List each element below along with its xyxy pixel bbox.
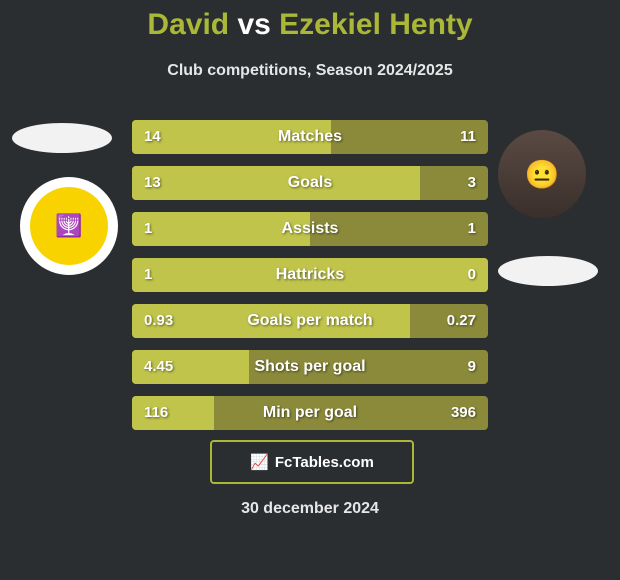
stat-row: 1Assists1 xyxy=(132,212,488,246)
stats-container: 14Matches1113Goals31Assists11Hattricks00… xyxy=(132,120,488,442)
stat-value-right: 11 xyxy=(460,120,476,154)
stat-label: Assists xyxy=(132,212,488,246)
stat-row: 0.93Goals per match0.27 xyxy=(132,304,488,338)
stat-value-right: 396 xyxy=(451,396,476,430)
stat-value-right: 0 xyxy=(468,258,476,292)
stat-label: Matches xyxy=(132,120,488,154)
brand-box[interactable]: 📈 FcTables.com xyxy=(210,440,414,484)
snapshot-date: 30 december 2024 xyxy=(0,500,620,518)
stat-value-right: 9 xyxy=(468,350,476,384)
stat-row: 13Goals3 xyxy=(132,166,488,200)
comparison-title: David vs Ezekiel Henty xyxy=(0,8,620,42)
player-right-placeholder-oval xyxy=(498,256,598,286)
club-crest-icon: 🕎 xyxy=(30,187,108,265)
player-left-placeholder-oval xyxy=(12,123,112,153)
stat-row: 116Min per goal396 xyxy=(132,396,488,430)
stat-label: Hattricks xyxy=(132,258,488,292)
stat-row: 1Hattricks0 xyxy=(132,258,488,292)
vs-text: vs xyxy=(237,8,270,41)
player-left-name: David xyxy=(147,8,229,41)
stat-row: 14Matches11 xyxy=(132,120,488,154)
stat-label: Goals xyxy=(132,166,488,200)
brand-text: FcTables.com xyxy=(275,454,374,471)
stat-label: Min per goal xyxy=(132,396,488,430)
stat-value-right: 0.27 xyxy=(447,304,476,338)
stat-value-right: 3 xyxy=(468,166,476,200)
player-right-name: Ezekiel Henty xyxy=(279,8,472,41)
subtitle: Club competitions, Season 2024/2025 xyxy=(0,62,620,80)
stat-label: Goals per match xyxy=(132,304,488,338)
brand-icon: 📈 xyxy=(250,453,269,471)
avatar-face-icon: 😐 xyxy=(525,158,560,191)
player-right-avatar: 😐 xyxy=(498,130,586,218)
stat-row: 4.45Shots per goal9 xyxy=(132,350,488,384)
stat-value-right: 1 xyxy=(468,212,476,246)
player-left-club-crest: 🕎 xyxy=(20,177,118,275)
stat-label: Shots per goal xyxy=(132,350,488,384)
